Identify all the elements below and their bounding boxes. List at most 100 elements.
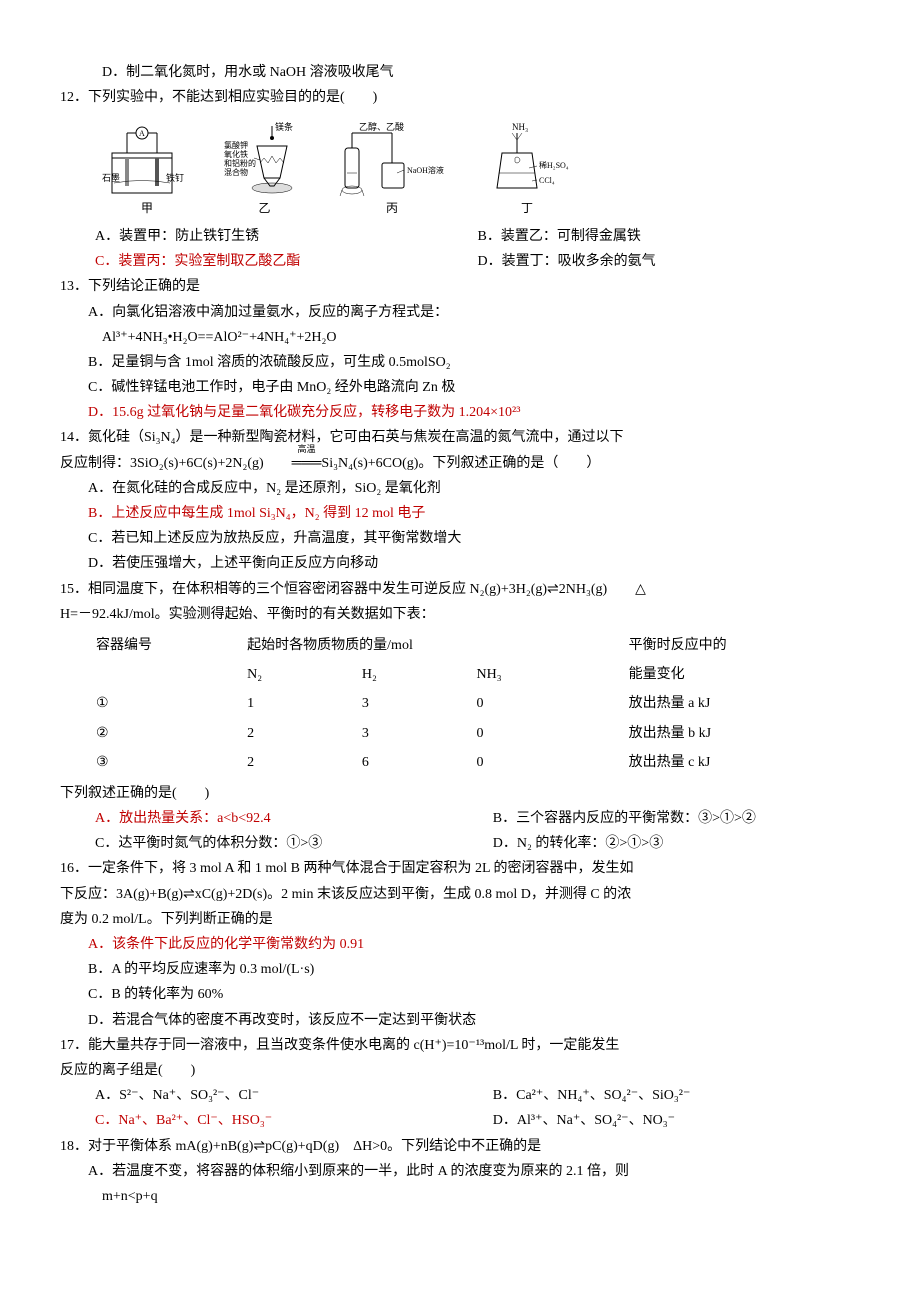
r1c4: 放出热量 a kJ (621, 689, 860, 718)
q18-opt-a-l2: m+n<p+q (60, 1184, 860, 1209)
q13-opt-b: B．足量铜与含 1mol 溶质的浓硫酸反应，可生成 0.5molSO₂ (60, 350, 860, 375)
q13-stem: 13．下列结论正确的是 (60, 274, 860, 299)
svg-text:A: A (139, 129, 145, 138)
q15-tail-text: 下列叙述正确的是( ) (60, 786, 209, 801)
th-4: 平衡时反应中的 (621, 631, 860, 660)
q12-label-d: 丁 (521, 198, 533, 220)
q14-opt-d: D．若使压强增大，上述平衡向正反应方向移动 (60, 551, 860, 576)
svg-text:混合物: 混合物 (224, 167, 248, 177)
r3c2: 6 (354, 748, 469, 777)
q12-opt-a: A．装置甲：防止铁钉生锈 (95, 224, 478, 249)
thermite-icon: 镁条 氯酸钾 氧化铁 和铝粉的 混合物 (222, 118, 307, 196)
q15-tail: 下列叙述正确的是( ) (60, 781, 860, 806)
q17-opt-b: B．Ca²⁺、NH₄⁺、SO₄²⁻、SiO₃²⁻ (493, 1083, 860, 1108)
q16-stem-l2: 下反应：3A(g)+B(g)⇌xC(g)+2D(s)。2 min 末该反应达到平… (60, 882, 860, 907)
q13-opt-a-l1: A．向氯化铝溶液中滴加过量氨水，反应的离子方程式是： (60, 300, 860, 325)
r2c2: 3 (354, 719, 469, 748)
svg-text:CCl₄: CCl₄ (539, 176, 555, 185)
svg-text:氯酸钾: 氯酸钾 (224, 140, 248, 150)
table-row: ① 1 3 0 放出热量 a kJ (88, 689, 860, 718)
q16-opt-d-text: D．若混合气体的密度不再改变时，该反应不一定达到平衡状态 (88, 1013, 476, 1028)
q17-opts-ab: A．S²⁻、Na⁺、SO₃²⁻、Cl⁻ B．Ca²⁺、NH₄⁺、SO₄²⁻、Si… (60, 1083, 860, 1108)
q18-stem-text: 18．对于平衡体系 mA(g)+nB(g)⇌pC(g)+qD(g) ΔH>0。下… (60, 1139, 541, 1154)
q12-diagram-c: 乙醇、乙酸 NaOH溶液 丙 (337, 118, 447, 220)
q14-opt-d-text: D．若使压强增大，上述平衡向正反应方向移动 (88, 556, 378, 571)
q17-stem-text1: 17．能大量共存于同一溶液中，且当改变条件使水电离的 c(H⁺)=10⁻¹³mo… (60, 1038, 619, 1053)
q15-opt-a: A．放出热量关系：a<b<92.4 (95, 806, 493, 831)
svg-text:和铝粉的: 和铝粉的 (224, 158, 256, 168)
q12-stem-text: 12．下列实验中，不能达到相应实验目的的是( ) (60, 90, 377, 105)
q15-opt-b: B．三个容器内反应的平衡常数：③>①>② (493, 806, 860, 831)
r1c3: 0 (468, 689, 620, 718)
q13-opt-a-text2: Al³⁺+4NH₃•H₂O==AlO²⁻+4NH₄⁺+2H₂O (102, 330, 336, 345)
q14-stem-post: Si₃N₄(s)+6CO(g)。下列叙述正确的是（ ） (321, 456, 600, 471)
q16-opt-a-text: A．该条件下此反应的化学平衡常数约为 0.91 (88, 937, 364, 952)
svg-text:稀H₂SO₄: 稀H₂SO₄ (539, 160, 569, 170)
q13-opt-d-text: D．15.6g 过氧化钠与足量二氧化碳充分反应，转移电子数为 1.204×10²… (88, 405, 520, 420)
q16-stem-l3: 度为 0.2 mol/L。下列判断正确的是 (60, 907, 860, 932)
q14-stem-l1: 14．氮化硅（Si₃N₄）是一种新型陶瓷材料，它可由石英与焦炭在高温的氮气流中，… (60, 425, 860, 450)
svg-text:NH₃: NH₃ (512, 122, 528, 132)
q16-stem-l1: 16．一定条件下，将 3 mol A 和 1 mol B 两种气体混合于固定容积… (60, 856, 860, 881)
r1c2: 3 (354, 689, 469, 718)
q12b-top: 镁条 (275, 121, 293, 132)
q18-stem: 18．对于平衡体系 mA(g)+nB(g)⇌pC(g)+qD(g) ΔH>0。下… (60, 1134, 860, 1159)
q17-stem-text2: 反应的离子组是( ) (60, 1063, 195, 1078)
r2c1: 2 (239, 719, 354, 748)
q18-opt-a-l1: A．若温度不变，将容器的体积缩小到原来的一半，此时 A 的浓度变为原来的 2.1… (60, 1159, 860, 1184)
r3c0: ③ (88, 748, 239, 777)
sth-3: NH₃ (468, 660, 620, 689)
q18-opt-a-text2: m+n<p+q (102, 1189, 158, 1204)
q12-stem: 12．下列实验中，不能达到相应实验目的的是( ) (60, 85, 860, 110)
q12-opt-c: C．装置丙：实验室制取乙酸乙酯 (95, 249, 478, 274)
q12-label-a: 甲 (141, 198, 153, 220)
q17-opt-d: D．Al³⁺、Na⁺、SO₄²⁻、NO₃⁻ (493, 1108, 860, 1133)
q15-opt-c: C．达平衡时氮气的体积分数：①>③ (95, 831, 493, 856)
ester-prep-icon: 乙醇、乙酸 NaOH溶液 (337, 118, 447, 196)
q14-opt-b: B．上述反应中每生成 1mol Si₃N₄，N₂ 得到 12 mol 电子 (60, 501, 860, 526)
q12-label-b: 乙 (258, 198, 270, 220)
table-row: ③ 2 6 0 放出热量 c kJ (88, 748, 860, 777)
gas-absorb-icon: NH₃ 稀H₂SO₄ CCl₄ (477, 118, 577, 196)
q16-opt-c: C．B 的转化率为 60% (60, 982, 860, 1007)
r3c4: 放出热量 c kJ (621, 748, 860, 777)
q12-opts-cd: C．装置丙：实验室制取乙酸乙酯 D．装置丁：吸收多余的氨气 (60, 249, 860, 274)
q12a-right-label: 铁钉 (166, 170, 184, 186)
q12-label-c: 丙 (386, 198, 398, 220)
r1c1: 1 (239, 689, 354, 718)
q12-diagram-d: NH₃ 稀H₂SO₄ CCl₄ 丁 (477, 118, 577, 220)
q14-opt-a-text: A．在氮化硅的合成反应中，N₂ 是还原剂，SiO₂ 是氧化剂 (88, 481, 441, 496)
q13-opt-a-text1: A．向氯化铝溶液中滴加过量氨水，反应的离子方程式是： (88, 305, 448, 320)
th-0: 容器编号 (88, 631, 239, 660)
q14-opt-a: A．在氮化硅的合成反应中，N₂ 是还原剂，SiO₂ 是氧化剂 (60, 476, 860, 501)
q12a-left-label: 石墨 (102, 170, 120, 186)
q14-stem-pre: 反应制得：3SiO₂(s)+6C(s)+2N₂(g) (60, 456, 292, 471)
q15-stem-l2: H=－92.4kJ/mol。实验测得起始、平衡时的有关数据如下表： (60, 602, 860, 627)
q12-opts-ab: A．装置甲：防止铁钉生锈 B．装置乙：可制得金属铁 (60, 224, 860, 249)
q15-table: 容器编号 起始时各物质物质的量/mol 平衡时反应中的 N₂ H₂ NH₃ 能量… (60, 631, 860, 777)
q12-opt-d: D．装置丁：吸收多余的氨气 (478, 249, 861, 274)
q14-opt-c-text: C．若已知上述反应为放热反应，升高温度，其平衡常数增大 (88, 531, 461, 546)
q16-opt-c-text: C．B 的转化率为 60% (88, 987, 223, 1002)
q16-stem-text3: 度为 0.2 mol/L。下列判断正确的是 (60, 912, 273, 927)
q12-diagram-a: A 石墨 铁钉 甲 (102, 123, 192, 220)
q17-stem-l2: 反应的离子组是( ) (60, 1058, 860, 1083)
q14-opt-b-text: B．上述反应中每生成 1mol Si₃N₄，N₂ 得到 12 mol 电子 (88, 506, 425, 521)
q13-opt-b-text: B．足量铜与含 1mol 溶质的浓硫酸反应，可生成 0.5molSO₂ (88, 355, 451, 370)
sth-0 (88, 660, 239, 689)
sth-2: H₂ (354, 660, 469, 689)
q17-opt-c: C．Na⁺、Ba²⁺、Cl⁻、HSO₃⁻ (95, 1108, 493, 1133)
q18-opt-a-text1: A．若温度不变，将容器的体积缩小到原来的一半，此时 A 的浓度变为原来的 2.1… (88, 1164, 629, 1179)
q16-opt-b-text: B．A 的平均反应速率为 0.3 mol/(L·s) (88, 962, 314, 977)
svg-text:氧化铁: 氧化铁 (224, 149, 248, 159)
q16-opt-b: B．A 的平均反应速率为 0.3 mol/(L·s) (60, 957, 860, 982)
q16-opt-d: D．若混合气体的密度不再改变时，该反应不一定达到平衡状态 (60, 1008, 860, 1033)
q13-opt-a-l2: Al³⁺+4NH₃•H₂O==AlO²⁻+4NH₄⁺+2H₂O (60, 325, 860, 350)
table-row: ② 2 3 0 放出热量 b kJ (88, 719, 860, 748)
sth-1: N₂ (239, 660, 354, 689)
q13-opt-c-text: C．碱性锌锰电池工作时，电子由 MnO₂ 经外电路流向 Zn 极 (88, 380, 455, 395)
q16-opt-a: A．该条件下此反应的化学平衡常数约为 0.91 (60, 932, 860, 957)
q15-opts-cd: C．达平衡时氮气的体积分数：①>③ D．N₂ 的转化率：②>①>③ (60, 831, 860, 856)
q14-opt-c: C．若已知上述反应为放热反应，升高温度，其平衡常数增大 (60, 526, 860, 551)
q16-stem-text1: 16．一定条件下，将 3 mol A 和 1 mol B 两种气体混合于固定容积… (60, 861, 634, 876)
